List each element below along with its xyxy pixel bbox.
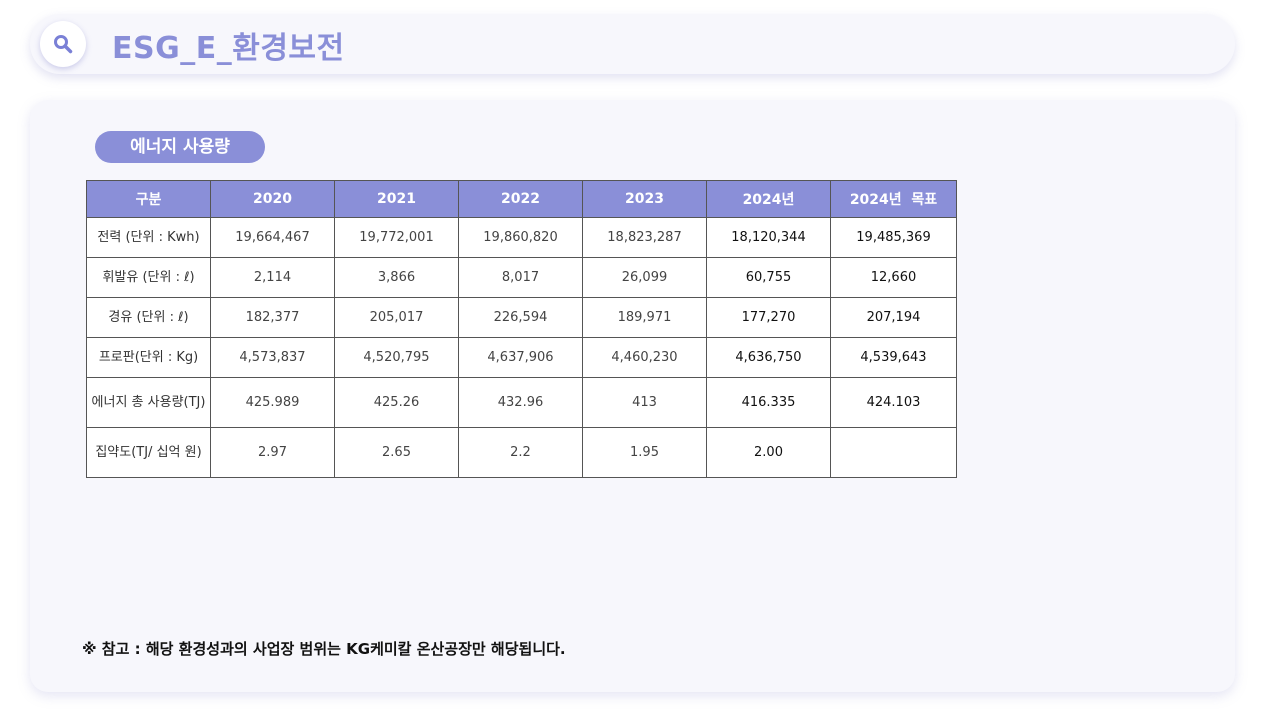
table-cell: 18,120,344 bbox=[706, 217, 831, 258]
search-icon bbox=[54, 35, 73, 54]
table-cell: 4,573,837 bbox=[210, 337, 335, 378]
page-title: ESG_E_환경보전 bbox=[112, 31, 345, 66]
table-cell: 424.103 bbox=[830, 377, 957, 428]
table-cell: 226,594 bbox=[458, 297, 583, 338]
table-cell: 2,114 bbox=[210, 257, 335, 298]
table-row: 전력 (단위 : Kwh) 19,664,467 19,772,001 19,8… bbox=[86, 217, 957, 258]
column-header: 2021 bbox=[334, 180, 459, 218]
table-cell: 413 bbox=[582, 377, 707, 428]
table-cell bbox=[830, 427, 957, 478]
table-cell: 425.26 bbox=[334, 377, 459, 428]
footnote: ※ 참고 : 해당 환경성과의 사업장 범위는 KG케미칼 온산공장만 해당됩니… bbox=[82, 640, 566, 658]
table-cell: 19,485,369 bbox=[830, 217, 957, 258]
table-cell: 18,823,287 bbox=[582, 217, 707, 258]
table-cell: 8,017 bbox=[458, 257, 583, 298]
table-cell: 19,772,001 bbox=[334, 217, 459, 258]
section-label: 에너지 사용량 bbox=[95, 131, 265, 163]
table-cell: 205,017 bbox=[334, 297, 459, 338]
row-label: 경유 (단위 : ℓ) bbox=[86, 297, 211, 338]
row-label: 프로판(단위 : Kg) bbox=[86, 337, 211, 378]
table-cell: 12,660 bbox=[830, 257, 957, 298]
table-row: 경유 (단위 : ℓ) 182,377 205,017 226,594 189,… bbox=[86, 297, 957, 338]
table-cell: 4,460,230 bbox=[582, 337, 707, 378]
energy-usage-table: 구분 2020 2021 2022 2023 2024년 2024년 목표 전력… bbox=[86, 180, 957, 478]
column-header: 2024년 목표 bbox=[830, 180, 957, 218]
table-cell: 4,637,906 bbox=[458, 337, 583, 378]
table-cell: 425.989 bbox=[210, 377, 335, 428]
column-header: 2022 bbox=[458, 180, 583, 218]
table-cell: 3,866 bbox=[334, 257, 459, 298]
table-cell: 2.97 bbox=[210, 427, 335, 478]
table-cell: 2.2 bbox=[458, 427, 583, 478]
table-row: 에너지 총 사용량(TJ) 425.989 425.26 432.96 413 … bbox=[86, 377, 957, 428]
row-label: 집약도(TJ/ 십억 원) bbox=[86, 427, 211, 478]
table-row: 집약도(TJ/ 십억 원) 2.97 2.65 2.2 1.95 2.00 bbox=[86, 427, 957, 478]
table-cell: 60,755 bbox=[706, 257, 831, 298]
column-header: 2023 bbox=[582, 180, 707, 218]
table-cell: 1.95 bbox=[582, 427, 707, 478]
table-cell: 207,194 bbox=[830, 297, 957, 338]
table-cell: 19,664,467 bbox=[210, 217, 335, 258]
row-label: 휘발유 (단위 : ℓ) bbox=[86, 257, 211, 298]
table-row: 휘발유 (단위 : ℓ) 2,114 3,866 8,017 26,099 60… bbox=[86, 257, 957, 298]
table-cell: 19,860,820 bbox=[458, 217, 583, 258]
table-cell: 2.00 bbox=[706, 427, 831, 478]
column-header: 구분 bbox=[86, 180, 211, 218]
table-cell: 189,971 bbox=[582, 297, 707, 338]
table-row: 프로판(단위 : Kg) 4,573,837 4,520,795 4,637,9… bbox=[86, 337, 957, 378]
row-label: 전력 (단위 : Kwh) bbox=[86, 217, 211, 258]
table-cell: 416.335 bbox=[706, 377, 831, 428]
table-cell: 4,520,795 bbox=[334, 337, 459, 378]
table-cell: 4,539,643 bbox=[830, 337, 957, 378]
table-cell: 4,636,750 bbox=[706, 337, 831, 378]
table-cell: 182,377 bbox=[210, 297, 335, 338]
header-bar: ESG_E_환경보전 bbox=[30, 14, 1235, 74]
table-cell: 2.65 bbox=[334, 427, 459, 478]
row-label: 에너지 총 사용량(TJ) bbox=[86, 377, 211, 428]
table-cell: 432.96 bbox=[458, 377, 583, 428]
search-button[interactable] bbox=[40, 21, 86, 67]
table-cell: 177,270 bbox=[706, 297, 831, 338]
table-cell: 26,099 bbox=[582, 257, 707, 298]
column-header: 2024년 bbox=[706, 180, 831, 218]
column-header: 2020 bbox=[210, 180, 335, 218]
table-header-row: 구분 2020 2021 2022 2023 2024년 2024년 목표 bbox=[86, 180, 957, 218]
